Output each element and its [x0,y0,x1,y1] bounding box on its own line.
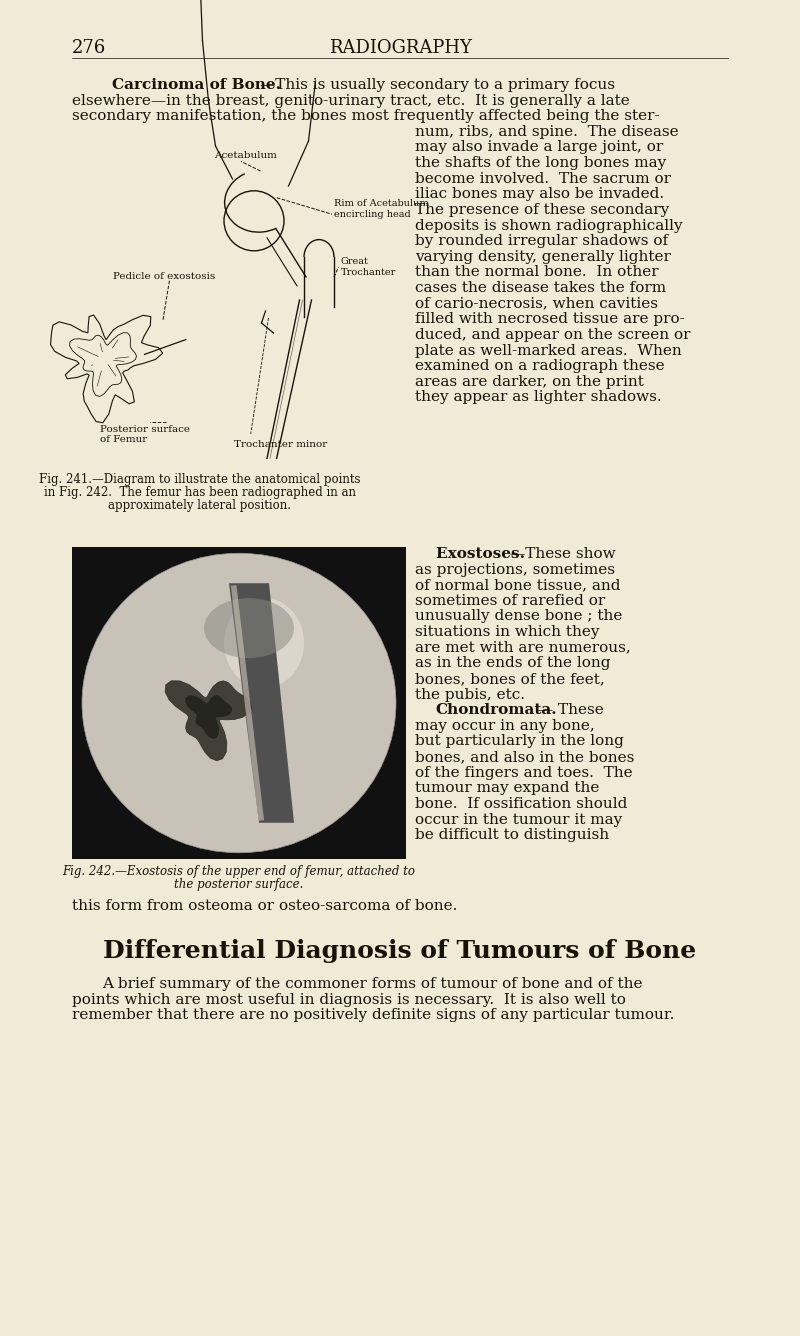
Text: Fig. 241.—Diagram to illustrate the anatomical points: Fig. 241.—Diagram to illustrate the anat… [39,473,361,486]
Text: The presence of these secondary: The presence of these secondary [415,203,670,216]
Text: as projections, sometimes: as projections, sometimes [415,562,615,577]
Text: duced, and appear on the screen or: duced, and appear on the screen or [415,327,690,342]
Text: —These show: —These show [510,546,616,561]
Text: elsewhere—in the breast, genito-urinary tract, etc.  It is generally a late: elsewhere—in the breast, genito-urinary … [72,94,630,108]
Ellipse shape [82,553,396,852]
Text: by rounded irregular shadows of: by rounded irregular shadows of [415,234,668,248]
Text: this form from osteoma or osteo-sarcoma of bone.: this form from osteoma or osteo-sarcoma … [72,899,458,912]
Polygon shape [186,695,232,739]
Bar [72,546,406,859]
Text: bone.  If ossification should: bone. If ossification should [415,796,627,811]
Text: than the normal bone.  In other: than the normal bone. In other [415,266,658,279]
Text: —This is usually secondary to a primary focus: —This is usually secondary to a primary … [260,77,615,92]
Text: Great
Trochanter: Great Trochanter [341,258,396,277]
Text: Acetabulum: Acetabulum [214,151,278,160]
Text: as in the ends of the long: as in the ends of the long [415,656,610,671]
Text: filled with necrosed tissue are pro-: filled with necrosed tissue are pro- [415,313,685,326]
Text: be difficult to distinguish: be difficult to distinguish [415,828,609,842]
Text: Carcinoma of Bone.: Carcinoma of Bone. [112,77,281,92]
Text: of the fingers and toes.  The: of the fingers and toes. The [415,766,633,780]
Polygon shape [165,681,251,760]
Polygon shape [229,584,294,823]
Text: cases the disease takes the form: cases the disease takes the form [415,281,666,295]
Ellipse shape [224,599,304,688]
Text: Chondromata.: Chondromata. [435,703,557,717]
Text: Rim of Acetabulum
encircling head: Rim of Acetabulum encircling head [334,199,429,219]
Text: bones, bones of the feet,: bones, bones of the feet, [415,672,605,685]
Text: examined on a radiograph these: examined on a radiograph these [415,359,665,373]
Text: are met with are numerous,: are met with are numerous, [415,641,630,655]
Text: deposits is shown radiographically: deposits is shown radiographically [415,219,682,232]
Text: occur in the tumour it may: occur in the tumour it may [415,812,622,827]
Text: but particularly in the long: but particularly in the long [415,735,624,748]
Text: may occur in any bone,: may occur in any bone, [415,719,594,733]
Text: situations in which they: situations in which they [415,625,599,639]
Text: A brief summary of the commoner forms of tumour of bone and of the: A brief summary of the commoner forms of… [102,977,642,991]
Text: unusually dense bone ; the: unusually dense bone ; the [415,609,622,624]
Text: Posterior surface
of Femur: Posterior surface of Femur [100,425,190,445]
Text: remember that there are no positively definite signs of any particular tumour.: remember that there are no positively de… [72,1009,674,1022]
Text: — These: — These [533,703,604,717]
Text: num, ribs, and spine.  The disease: num, ribs, and spine. The disease [415,124,678,139]
Text: 276: 276 [72,39,106,57]
Text: the posterior surface.: the posterior surface. [174,878,304,891]
Text: the pubis, etc.: the pubis, etc. [415,688,525,701]
Text: Pedicle of exostosis: Pedicle of exostosis [114,273,216,281]
Text: of normal bone tissue, and: of normal bone tissue, and [415,578,621,592]
Text: sometimes of rarefied or: sometimes of rarefied or [415,595,606,608]
Text: become involved.  The sacrum or: become involved. The sacrum or [415,172,671,186]
Text: RADIOGRAPHY: RADIOGRAPHY [329,39,471,57]
Text: Fig. 242.—Exostosis of the upper end of femur, attached to: Fig. 242.—Exostosis of the upper end of … [62,864,415,878]
Ellipse shape [204,599,294,659]
Text: in Fig. 242.  The femur has been radiographed in an: in Fig. 242. The femur has been radiogra… [44,486,356,500]
Text: approximately lateral position.: approximately lateral position. [109,500,291,512]
Text: points which are most useful in diagnosis is necessary.  It is also well to: points which are most useful in diagnosi… [72,993,626,1006]
Text: plate as well-marked areas.  When: plate as well-marked areas. When [415,343,682,358]
Text: Trochanter minor: Trochanter minor [234,441,327,449]
Text: bones, and also in the bones: bones, and also in the bones [415,749,634,764]
Text: areas are darker, on the print: areas are darker, on the print [415,375,644,389]
Text: Differential Diagnosis of Tumours of Bone: Differential Diagnosis of Tumours of Bon… [103,939,697,963]
Text: of cario-necrosis, when cavities: of cario-necrosis, when cavities [415,297,658,311]
Text: may also invade a large joint, or: may also invade a large joint, or [415,140,663,155]
Text: Exostoses.: Exostoses. [415,546,525,561]
Text: varying density, generally lighter: varying density, generally lighter [415,250,671,263]
Text: they appear as lighter shadows.: they appear as lighter shadows. [415,390,662,405]
Text: the shafts of the long bones may: the shafts of the long bones may [415,156,666,170]
Text: secondary manifestation, the bones most frequently affected being the ster-: secondary manifestation, the bones most … [72,110,660,123]
Text: tumour may expand the: tumour may expand the [415,782,599,795]
Text: iliac bones may also be invaded.: iliac bones may also be invaded. [415,187,664,202]
